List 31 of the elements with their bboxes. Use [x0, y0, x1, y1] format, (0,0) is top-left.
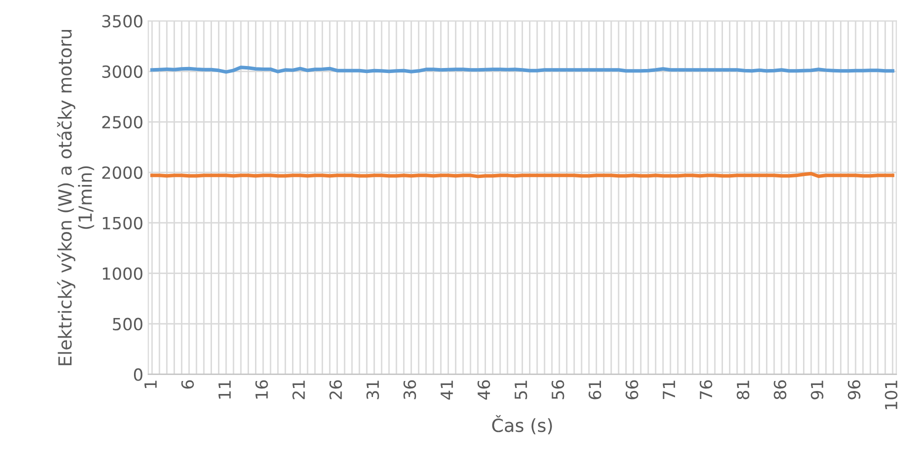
- x-tick-label: 76: [700, 380, 712, 400]
- y-tick-label: 1000: [102, 267, 142, 280]
- x-tick-label: 46: [478, 380, 490, 400]
- x-tick-label: 1: [144, 380, 157, 388]
- y-tick-label: 1500: [102, 216, 142, 230]
- y-tick-label: 2000: [102, 166, 142, 179]
- x-tick-label: 11: [218, 380, 231, 399]
- x-tick-label: 16: [255, 380, 268, 399]
- x-tick-label: 81: [736, 380, 750, 400]
- x-tick-label: 66: [626, 380, 638, 400]
- x-tick-label: 101: [884, 380, 898, 410]
- x-tick-label: 96: [848, 380, 860, 400]
- x-tick-label: 71: [662, 380, 676, 400]
- x-tick-label: 91: [810, 380, 824, 400]
- x-tick-label: 21: [292, 380, 305, 400]
- y-tick-label: 0: [134, 368, 142, 381]
- x-tick-label: 86: [774, 380, 786, 400]
- y-tick-label: 2500: [102, 116, 142, 128]
- x-tick-label: 6: [181, 380, 194, 389]
- y-axis-title: Elektrický výkon (W) a otáčky motoru (1/min): [57, 30, 94, 366]
- x-tick-label: 36: [403, 380, 416, 400]
- x-tick-label: 41: [440, 380, 453, 400]
- x-tick-label: 26: [329, 380, 342, 400]
- x-tick-label: 51: [514, 380, 528, 400]
- x-tick-label: 31: [366, 380, 380, 400]
- y-tick-label: 3500: [102, 14, 142, 28]
- x-tick-label: 56: [552, 380, 564, 400]
- y-tick-label: 3000: [102, 65, 142, 78]
- x-axis-title: Čas (s): [492, 415, 552, 434]
- x-tick-label: 61: [588, 380, 602, 400]
- y-tick-label: 500: [112, 318, 142, 330]
